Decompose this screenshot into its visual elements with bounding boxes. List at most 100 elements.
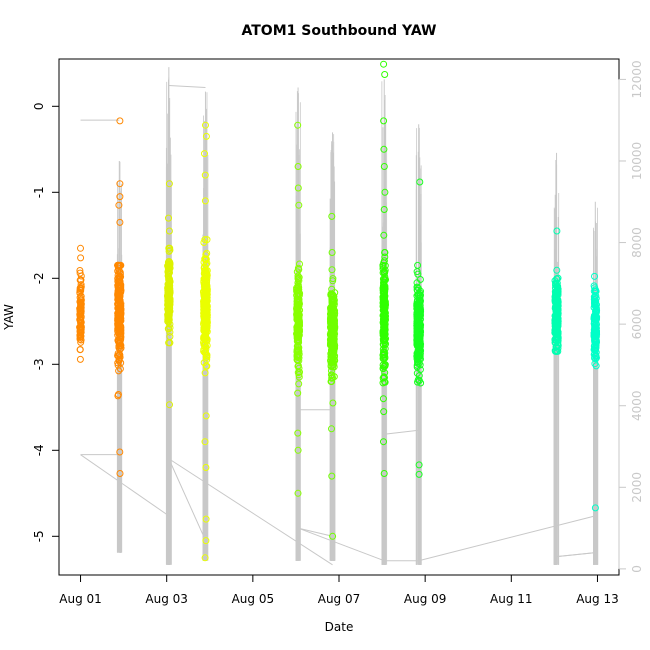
y2-tick-label: 8000 (630, 227, 644, 258)
yaw-point (114, 261, 122, 269)
yaw-point (413, 361, 421, 369)
yaw-point (552, 279, 560, 287)
yaw-point (200, 300, 208, 308)
yaw-point (554, 302, 562, 310)
yaw-point (328, 371, 336, 379)
y-tick-label: 0 (32, 102, 46, 110)
yaw-point-outlier (591, 504, 599, 512)
yaw-point (329, 305, 337, 313)
yaw-point (381, 305, 388, 313)
yaw-point (77, 244, 84, 252)
yaw-point (165, 244, 173, 252)
yaw-point (76, 289, 84, 297)
y-tick-label: -3 (32, 358, 46, 370)
yaw-point (380, 310, 388, 318)
yaw-point-outlier (380, 408, 388, 416)
yaw-point-outlier (294, 446, 302, 454)
x-tick-label: Aug 07 (318, 592, 361, 606)
yaw-point (76, 346, 84, 354)
yaw-point (293, 313, 301, 321)
y2-tick-label: 0 (630, 565, 644, 573)
y-tick-label: -5 (32, 530, 46, 542)
yaw-point (552, 319, 560, 327)
yaw-point (592, 294, 600, 302)
yaw-point-outlier (202, 537, 210, 545)
yaw-point-outlier (201, 438, 209, 446)
yaw-point (294, 389, 302, 397)
yaw-point (592, 348, 600, 356)
yaw-point (165, 247, 173, 255)
yaw-point (381, 249, 389, 256)
yaw-point (77, 303, 85, 311)
yaw-point (203, 249, 211, 257)
y-axis-label: YAW (2, 304, 16, 331)
count-connector (168, 85, 206, 89)
yaw-point-outlier (380, 231, 388, 239)
yaw-points-layer (76, 60, 601, 562)
yaw-point (381, 322, 388, 330)
yaw-point (293, 310, 301, 318)
yaw-point (551, 327, 559, 335)
yaw-point (294, 275, 302, 283)
yaw-point-outlier (380, 117, 388, 125)
yaw-point (114, 283, 122, 291)
count-connector (384, 429, 419, 435)
yaw-point (166, 320, 174, 328)
yaw-point (415, 305, 423, 313)
yaw-point (592, 319, 600, 327)
yaw-point-outlier (202, 412, 210, 420)
yaw-point (202, 297, 210, 305)
yaw-point (77, 254, 85, 262)
yaw-point-outlier (116, 117, 124, 125)
yaw-point (379, 351, 387, 359)
y-tick-label: -2 (32, 272, 46, 284)
yaw-point (381, 302, 389, 310)
y2-tick-label: 12000 (630, 60, 644, 98)
yaw-point (592, 297, 600, 305)
yaw-point (116, 339, 124, 347)
yaw-point-outlier (166, 401, 173, 409)
y-axis-right: 0 2000 4000 6000 8000 10000 12000 (618, 60, 644, 573)
count-connector (297, 527, 385, 562)
yaw-point-outlier (328, 212, 336, 220)
yaw-point (329, 275, 337, 283)
yaw-point (117, 322, 125, 330)
yaw-point (591, 301, 599, 309)
yaw-point-outlier (415, 470, 423, 478)
yaw-point (294, 369, 302, 377)
yaw-point (381, 378, 388, 386)
yaw-point (77, 316, 85, 324)
yaw-point (328, 313, 336, 321)
yaw-point-outlier (329, 532, 337, 540)
yaw-point (200, 275, 208, 283)
yaw-point (379, 379, 387, 387)
yaw-point (116, 273, 124, 281)
x-tick-label: Aug 01 (59, 592, 102, 606)
yaw-point (202, 261, 210, 269)
yaw-point (329, 353, 337, 360)
yaw-point (592, 341, 600, 349)
yaw-point (202, 286, 210, 294)
x-tick-label: Aug 09 (404, 592, 447, 606)
yaw-point (115, 316, 123, 324)
yaw-point (381, 361, 389, 369)
yaw-point-outlier (380, 206, 388, 213)
yaw-point-outlier (294, 429, 302, 437)
yaw-point (330, 363, 338, 371)
yaw-point-outlier (116, 180, 124, 188)
yaw-point-outlier (380, 60, 388, 68)
yaw-point (77, 281, 85, 289)
yaw-point (413, 319, 421, 327)
yaw-point (413, 334, 421, 342)
count-connector (168, 458, 333, 566)
yaw-point-outlier (202, 132, 210, 140)
yaw-point (165, 262, 173, 270)
yaw-point (554, 289, 562, 297)
yaw-point (416, 341, 424, 349)
yaw-point (327, 363, 335, 370)
yaw-point (201, 314, 209, 321)
yaw-point (328, 374, 336, 382)
yaw-point (295, 380, 303, 388)
yaw-point (200, 346, 208, 354)
yaw-point (293, 322, 301, 330)
